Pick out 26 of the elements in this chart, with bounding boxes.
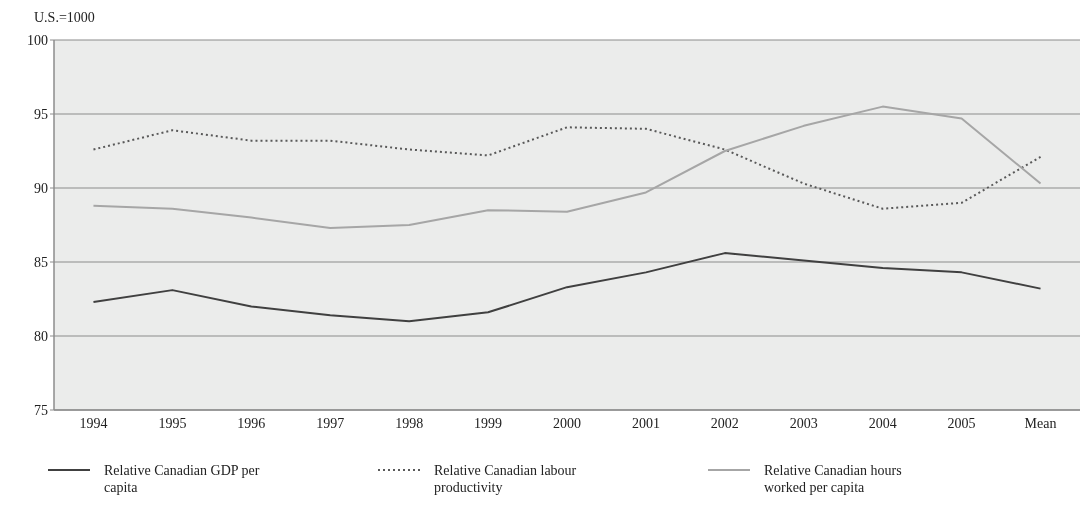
x-tick-label: 2004 xyxy=(868,415,897,431)
y-tick-label: 75 xyxy=(34,402,48,418)
y-tick-label: 80 xyxy=(34,328,48,344)
legend-label: Relative Canadian GDP per capita xyxy=(104,462,261,496)
x-tick-label: 1999 xyxy=(474,415,503,431)
y-tick-label: 90 xyxy=(34,180,48,196)
line-series xyxy=(92,252,1042,323)
x-tick-label: 1998 xyxy=(395,415,424,431)
x-tick-label: 1996 xyxy=(237,415,266,431)
legend-label: Relative Canadian hours worked per capita xyxy=(764,462,903,496)
x-tick-label: 1994 xyxy=(79,415,108,431)
line-series xyxy=(92,105,1042,229)
line-series xyxy=(92,126,1042,210)
x-tick-label: Mean xyxy=(1024,415,1057,431)
y-tick-label: 100 xyxy=(27,32,48,48)
y-tick-label: 85 xyxy=(34,254,48,270)
x-tick-label: 2005 xyxy=(947,415,976,431)
x-tick-label: 2002 xyxy=(710,415,739,431)
x-tick-label: 1995 xyxy=(158,415,187,431)
x-tick-label: 1997 xyxy=(316,415,345,431)
y-tick-label: 95 xyxy=(34,106,48,122)
x-tick-label: 2003 xyxy=(789,415,818,431)
x-tick-label: 2000 xyxy=(553,415,581,431)
y-axis-title: U.S.=1000 xyxy=(34,10,95,26)
x-tick-label: 2001 xyxy=(631,415,660,431)
legend-label: Relative Canadian labour productivity xyxy=(434,462,578,496)
